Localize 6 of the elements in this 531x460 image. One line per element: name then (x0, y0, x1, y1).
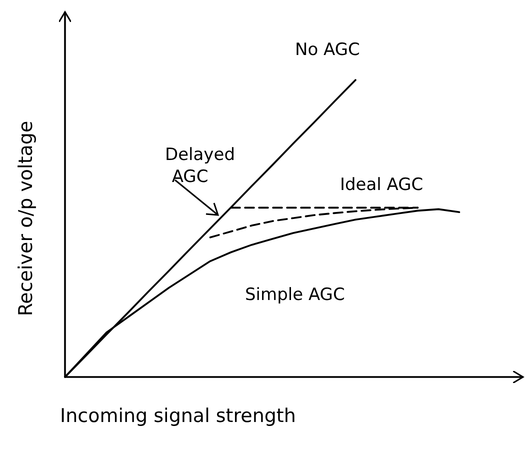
x-axis-title: Incoming signal strength (60, 405, 296, 427)
series-label: Ideal AGC (340, 175, 424, 195)
text: Delayed AGC (164, 145, 236, 187)
text: Simple AGC (245, 285, 345, 305)
y-axis-title: Receiver o/p voltage (15, 120, 37, 316)
series-label: No AGC (295, 40, 360, 60)
